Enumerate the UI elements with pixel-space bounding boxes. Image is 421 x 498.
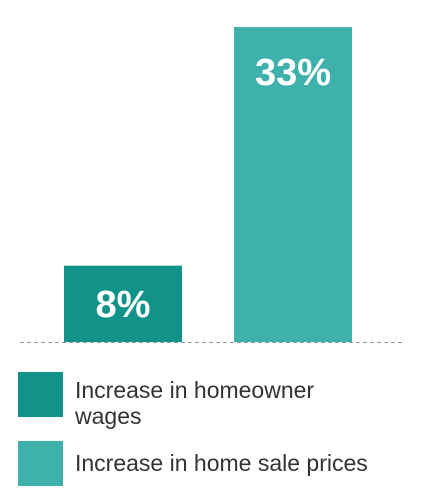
legend-label-homeowner-wages: Increase in homeowner wages [75,377,315,429]
bar-home-sale-prices [234,27,352,342]
legend: Increase in homeowner wages Increase in … [18,372,413,498]
legend-item-home-sale-prices: Increase in home sale prices [18,441,413,486]
data-label-home-sale-prices: 33% [255,52,331,94]
legend-swatch-homeowner-wages [18,372,63,417]
legend-item-homeowner-wages: Increase in homeowner wages [18,372,413,429]
bar-chart: 8% 33% [20,27,405,343]
data-label-homeowner-wages: 8% [96,284,151,326]
bar-homeowner-wages [64,265,182,342]
legend-swatch-home-sale-prices [18,441,63,486]
legend-label-home-sale-prices: Increase in home sale prices [75,450,368,476]
